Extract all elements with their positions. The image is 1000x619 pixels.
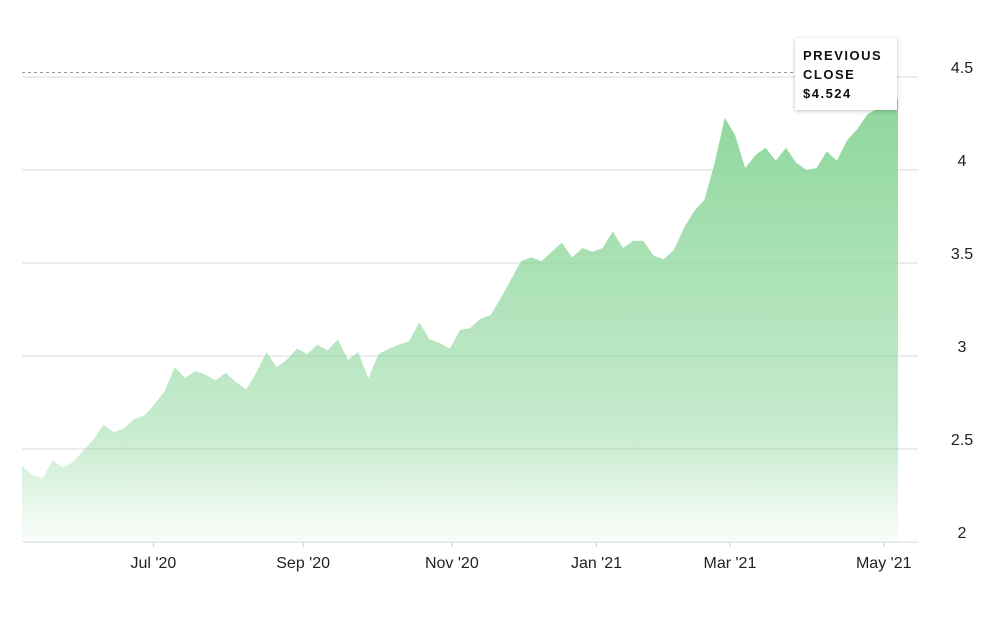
axes: 2 2.5 3 3.5 4 4.5 Jul '20 Sep '20 Nov '20 Jan '21… [131, 60, 974, 572]
x-tick-label: Nov '20 [425, 555, 479, 572]
x-tick-label: Sep '20 [276, 555, 330, 572]
plot [22, 99, 898, 543]
x-tick-label: May '21 [856, 555, 912, 572]
previous-close-label: PREVIOUS CLOSE [803, 48, 882, 82]
y-tick-label: 2 [958, 525, 967, 542]
x-tick-label: Jul '20 [131, 555, 177, 572]
previous-close-box [795, 38, 897, 110]
y-tick-label: 3.5 [951, 246, 973, 263]
x-tick-label: Mar '21 [704, 555, 757, 572]
previous-close-value: $4.524 [803, 86, 852, 101]
y-tick-label: 2.5 [951, 432, 973, 449]
y-tick-label: 3 [958, 339, 967, 356]
y-tick-label: 4 [958, 153, 967, 170]
y-tick-label: 4.5 [951, 60, 973, 77]
x-tick-label: Jan '21 [571, 555, 622, 572]
previous-close: PREVIOUS CLOSE $4.524 [22, 38, 897, 110]
area [22, 99, 898, 543]
